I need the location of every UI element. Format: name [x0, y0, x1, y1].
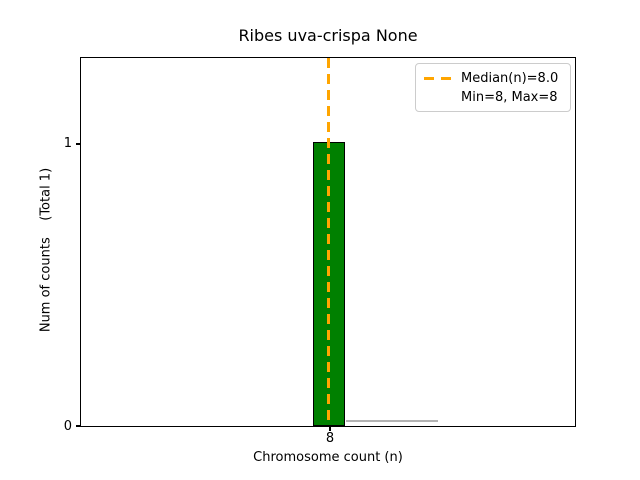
ytick-label-0: 0	[63, 419, 72, 434]
xtick-label-8: 8	[325, 431, 335, 446]
xtick-mark-8	[329, 427, 331, 431]
ytick-label-1: 1	[63, 136, 72, 151]
ytick-mark-1	[76, 143, 80, 145]
ytick-mark-0	[76, 425, 80, 427]
x-axis-label: Chromosome count (n)	[253, 450, 403, 465]
chart-title: Ribes uva-crispa None	[238, 26, 418, 45]
y-axis-label: Num of counts (Total 1)	[38, 167, 54, 333]
median-dashed-line	[327, 58, 330, 426]
plot-area	[80, 57, 576, 427]
legend-spacer	[424, 96, 451, 99]
legend: Median(n)=8.0 Min=8, Max=8	[415, 63, 571, 112]
zero-height-bar-baseline	[346, 420, 438, 422]
median-dashed-line-icon	[424, 77, 451, 80]
legend-row-median: Median(n)=8.0	[424, 69, 562, 88]
legend-row-minmax: Min=8, Max=8	[424, 88, 562, 107]
legend-label-minmax: Min=8, Max=8	[461, 90, 558, 105]
legend-label-median: Median(n)=8.0	[461, 71, 559, 86]
